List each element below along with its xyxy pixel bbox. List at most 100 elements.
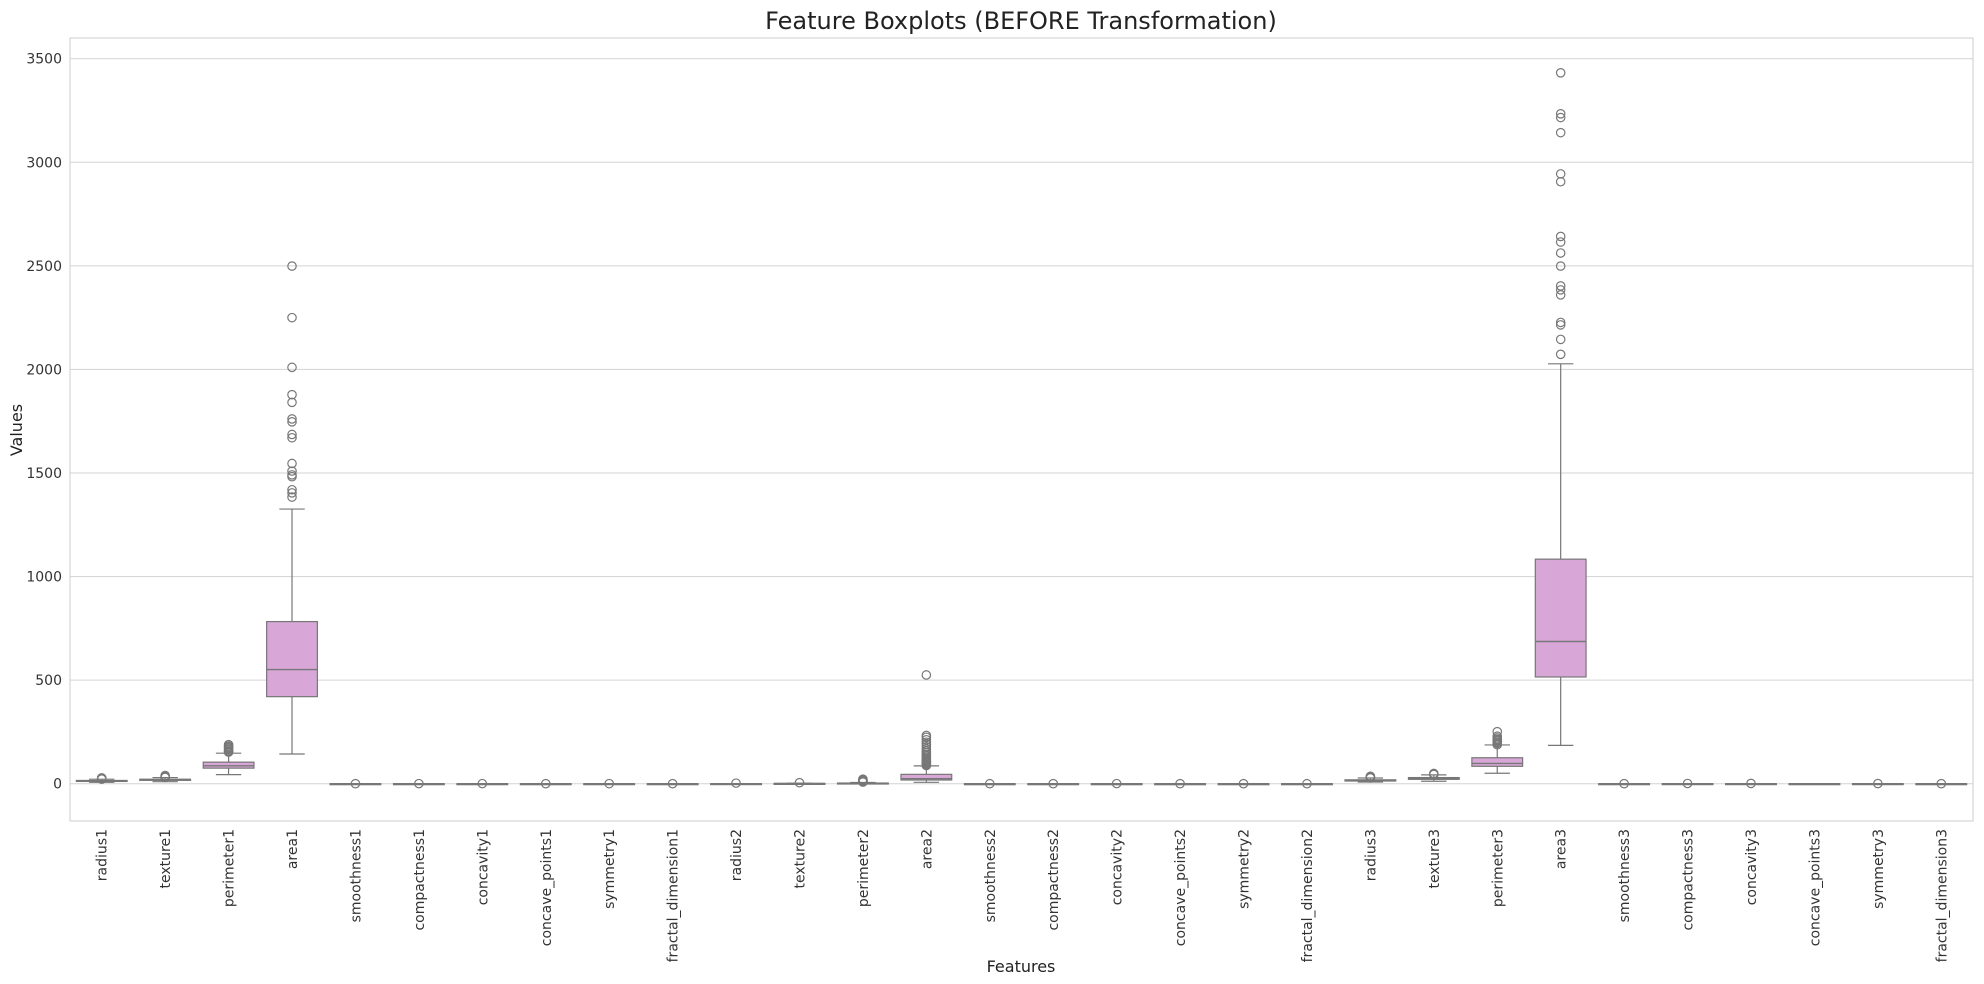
outlier-point: [1746, 778, 1756, 789]
outlier-point: [287, 484, 297, 495]
box-compactness3: [1661, 778, 1714, 789]
x-tick-label: area2: [919, 829, 935, 869]
outlier-point: [1555, 112, 1566, 123]
outlier-point: [794, 777, 805, 788]
outlier-point: [350, 778, 361, 789]
outlier-point: [1048, 778, 1059, 789]
outlier-point: [1682, 778, 1693, 789]
y-tick-label: 0: [53, 777, 62, 793]
box-perimeter2: [836, 774, 889, 787]
x-tick-label: perimeter3: [1490, 829, 1506, 907]
box-fractal_dimension3: [1915, 778, 1968, 789]
x-tick-label: symmetry3: [1871, 829, 1887, 909]
x-tick-label: area1: [285, 829, 301, 869]
outlier-point: [1555, 317, 1566, 328]
box-symmetry3: [1851, 778, 1904, 789]
iqr-box: [900, 773, 953, 781]
y-tick-label: 2500: [26, 259, 62, 275]
outlier-point: [287, 458, 297, 469]
box-area2: [900, 670, 953, 783]
outlier-point: [223, 739, 234, 750]
outlier-point: [1429, 768, 1439, 779]
x-tick-label: smoothness3: [1617, 829, 1633, 922]
x-tick-labels: radius1 texture1 perimeter1 area1 smoothness…: [95, 829, 1951, 962]
outlier-point: [921, 742, 932, 752]
box-texture2: [773, 777, 826, 788]
outlier-point: [1492, 731, 1503, 742]
outlier-point: [921, 734, 932, 745]
outlier-point: [984, 778, 995, 789]
outlier-point: [921, 670, 932, 680]
box-fractal_dimension2: [1280, 778, 1333, 789]
outlier-point: [540, 778, 551, 789]
box-concavity3: [1725, 778, 1777, 789]
x-tick-label: concave_points3: [1807, 829, 1823, 946]
outlier-point: [1302, 778, 1312, 789]
box-symmetry2: [1217, 778, 1270, 789]
x-tick-label: radius2: [729, 829, 745, 881]
y-tick-label: 3000: [26, 155, 62, 171]
outlier-point: [1555, 176, 1566, 187]
x-tick-label: fractal_dimension1: [666, 829, 682, 962]
x-tick-label: compactness3: [1681, 829, 1697, 931]
x-tick-label: concavity2: [1110, 829, 1126, 905]
box-concave_points2: [1154, 778, 1207, 789]
outlier-point: [1555, 68, 1566, 78]
outlier-point: [287, 414, 297, 424]
x-tick-label: smoothness1: [348, 829, 364, 922]
x-tick-label: fractal_dimension3: [1934, 829, 1950, 962]
outlier-point: [96, 773, 107, 783]
y-tick-label: 500: [35, 673, 62, 689]
box-compactness2: [1027, 778, 1080, 789]
x-tick-label: compactness1: [412, 829, 428, 931]
iqr-box: [266, 620, 318, 698]
outlier-point: [477, 778, 488, 789]
x-tick-label: area3: [1554, 829, 1570, 869]
outlier-point: [160, 770, 170, 781]
x-tick-label: fractal_dimension2: [1300, 829, 1316, 962]
outlier-point: [287, 429, 297, 440]
box-concave_points3: [1788, 782, 1841, 786]
outlier-point: [1555, 248, 1566, 258]
box-texture3: [1407, 768, 1460, 782]
outlier-point: [1365, 771, 1376, 782]
box-smoothness1: [329, 778, 382, 789]
x-tick-label: concavity1: [475, 829, 491, 905]
box-radius2: [710, 778, 763, 788]
box-concavity1: [456, 778, 509, 789]
plot-frame: [69, 37, 1974, 822]
x-tick-label: symmetry1: [602, 829, 618, 909]
outlier-point: [1555, 285, 1566, 295]
outlier-point: [1555, 281, 1566, 291]
x-tick-label: symmetry2: [1237, 829, 1253, 909]
x-tick-label: radius3: [1363, 829, 1379, 881]
y-tick-label: 2000: [26, 362, 62, 378]
outlier-point: [287, 261, 297, 271]
outlier-point: [414, 778, 424, 789]
outlier-point: [287, 397, 297, 408]
x-tick-label: texture3: [1427, 829, 1443, 888]
box-concave_points1: [519, 778, 572, 789]
box-fractal_dimension1: [646, 778, 699, 789]
outlier-point: [287, 466, 297, 476]
box-texture1: [139, 770, 192, 783]
iqr-box: [1471, 757, 1524, 767]
x-tick-label: compactness2: [1046, 829, 1062, 931]
outlier-point: [604, 778, 614, 789]
outlier-point: [1555, 109, 1566, 119]
outlier-point: [1555, 349, 1566, 360]
outlier-point: [1555, 127, 1566, 138]
box-radius3: [1344, 771, 1397, 783]
outlier-point: [1492, 726, 1503, 737]
box-perimeter1: [202, 739, 255, 776]
outlier-point: [1555, 231, 1566, 242]
x-tick-label: concave_points2: [1173, 829, 1189, 946]
outlier-point: [1619, 778, 1629, 789]
outlier-point: [287, 417, 297, 427]
box-compactness1: [392, 778, 445, 789]
outlier-point: [287, 488, 297, 498]
outlier-point: [1555, 320, 1566, 330]
x-tick-label: perimeter1: [222, 829, 238, 907]
outlier-point: [287, 389, 297, 400]
outlier-point: [1555, 237, 1566, 247]
